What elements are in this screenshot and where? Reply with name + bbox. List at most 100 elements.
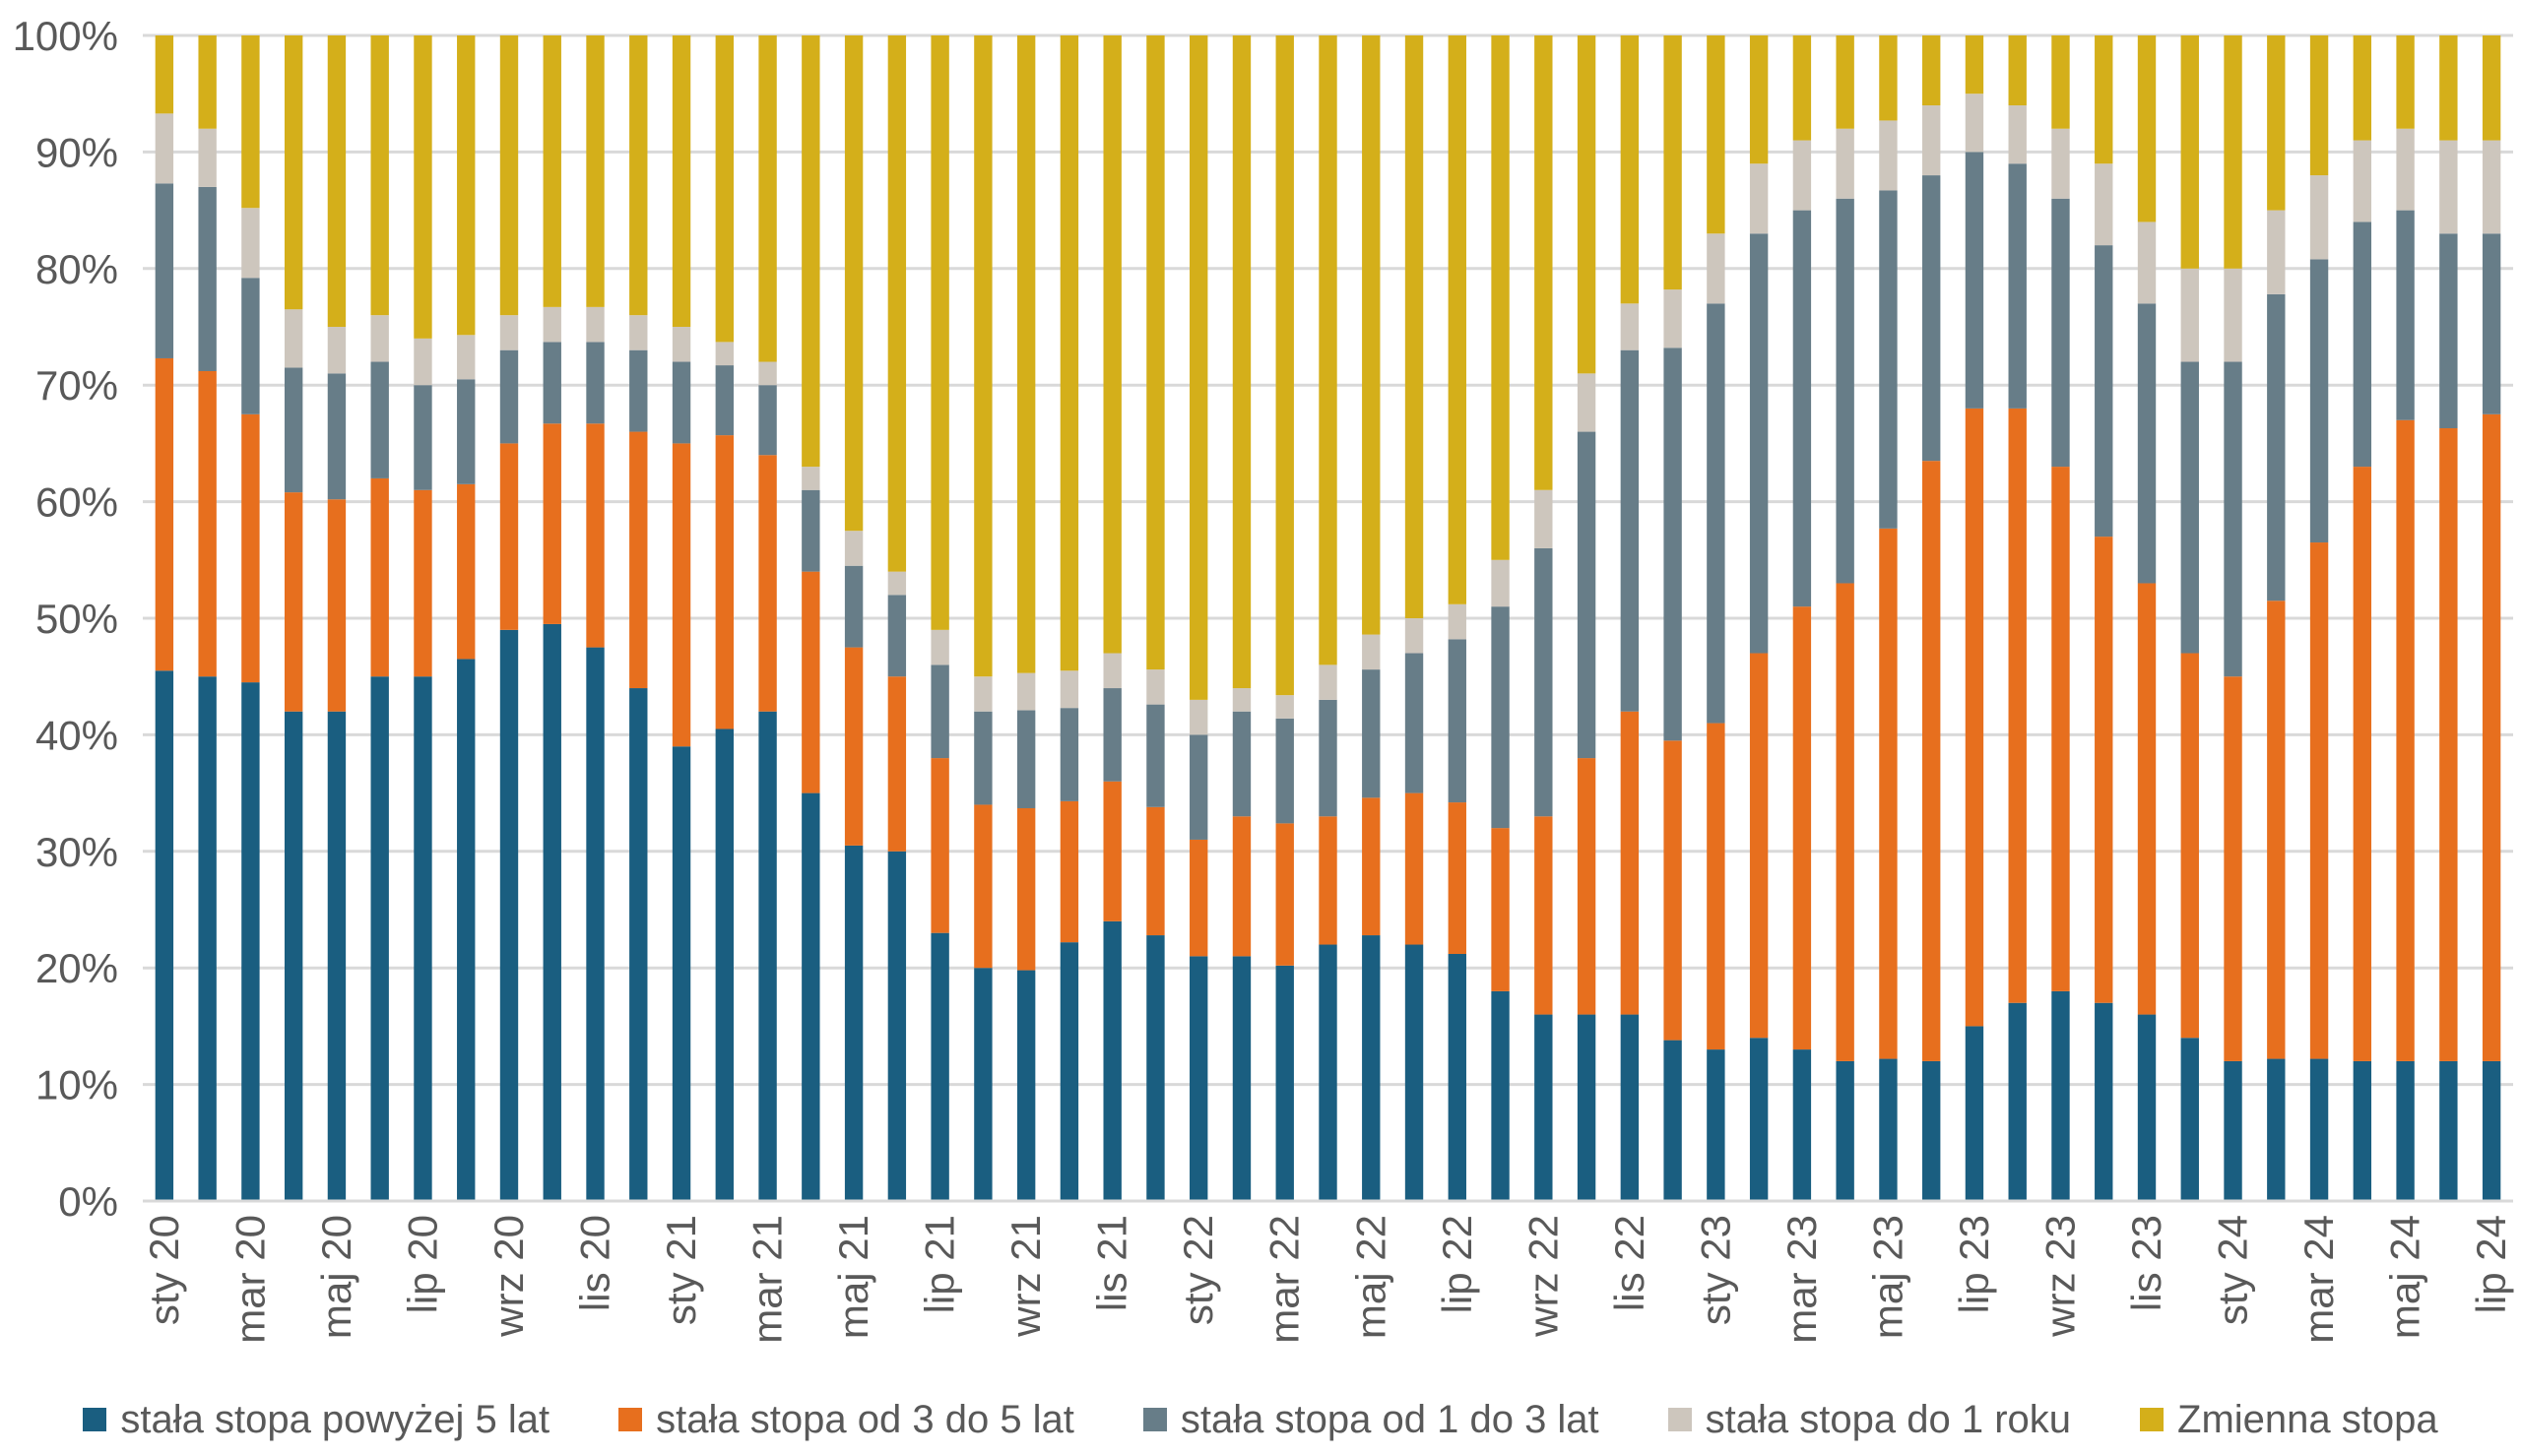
bar-segment — [1792, 140, 1812, 211]
bar-segment — [1060, 708, 1079, 801]
bar-segment — [802, 489, 820, 572]
bar-stack — [155, 35, 174, 1201]
bar-stack — [1922, 35, 1941, 1201]
bar-segment — [1534, 547, 1553, 817]
bar-segment — [1319, 665, 1337, 700]
x-tick-label: maj 22 — [1347, 1215, 1393, 1339]
bar-segment — [198, 186, 217, 371]
bar-segment — [2137, 222, 2157, 304]
bar-segment — [2482, 140, 2501, 234]
bar-segment — [327, 373, 347, 500]
y-tick-label: 70% — [35, 362, 118, 409]
bar-segment — [1146, 806, 1165, 936]
bar-segment — [155, 670, 174, 1201]
bar-segment — [2008, 35, 2027, 106]
bar-stack — [241, 35, 260, 1201]
bar-segment — [1319, 944, 1337, 1201]
bar-segment — [672, 443, 691, 747]
bar-segment — [414, 489, 432, 677]
bar-segment — [1190, 839, 1208, 957]
x-tick-label: sty 22 — [1175, 1215, 1221, 1325]
bar-stack — [457, 35, 476, 1201]
x-tick-label: maj 21 — [830, 1215, 876, 1339]
bar-segment — [1534, 35, 1553, 490]
x-tick-label: sty 23 — [1692, 1215, 1738, 1325]
bar-segment — [758, 35, 777, 362]
bar-segment — [1577, 35, 1596, 374]
bar-segment — [2180, 1038, 2199, 1201]
bar-segment — [931, 932, 949, 1201]
bar-stack — [974, 35, 993, 1201]
bar-segment — [2008, 105, 2027, 164]
bar-segment — [1534, 1014, 1553, 1201]
x-tick-label: wrz 20 — [485, 1215, 532, 1338]
bar-segment — [844, 647, 864, 846]
bar-segment — [1965, 1026, 1984, 1201]
bar-segment — [241, 413, 260, 683]
bar-segment — [2180, 268, 2199, 362]
bar-segment — [802, 571, 820, 793]
x-tick-label: sty 20 — [141, 1215, 187, 1325]
bar-segment — [543, 423, 561, 624]
bar-segment — [1792, 210, 1812, 607]
bar-segment — [414, 676, 432, 1201]
bar-segment — [414, 338, 432, 386]
bar-segment — [844, 35, 864, 532]
bar-segment — [931, 758, 949, 933]
bar-segment — [2137, 35, 2157, 222]
bar-segment — [1404, 653, 1424, 793]
bar-segment — [1362, 35, 1381, 635]
bar-segment — [758, 385, 777, 456]
bar-stack — [1491, 35, 1510, 1201]
bar-stack — [2180, 35, 2199, 1201]
bar-segment — [887, 35, 907, 572]
bar-segment — [2396, 419, 2415, 1061]
bar-segment — [1190, 35, 1208, 700]
bar-segment — [198, 370, 217, 677]
y-axis-tick-labels: 0% 10% 20% 30% 40% 50% 60% 70% 80% 90% 100% — [13, 13, 118, 1225]
bar-segment — [370, 315, 389, 362]
legend-item: Zmienna stopa — [2140, 1398, 2438, 1442]
bar-segment — [2439, 140, 2458, 234]
bar-stack — [1016, 35, 1036, 1201]
bar-stack — [370, 35, 389, 1201]
bar-segment — [887, 571, 907, 596]
bar-stack — [1146, 35, 1165, 1201]
bar-stack — [758, 35, 777, 1201]
bar-stack — [1620, 35, 1640, 1201]
bar-stack — [629, 35, 648, 1201]
bar-segment — [1836, 583, 1854, 1061]
bar-segment — [2396, 1060, 2415, 1201]
bar-segment — [543, 306, 561, 343]
bar-segment — [1060, 35, 1079, 671]
bar-segment — [284, 711, 303, 1201]
bar-segment — [1749, 233, 1769, 654]
legend-label: stała stopa powyżej 5 lat — [120, 1397, 550, 1441]
bar-stack — [672, 35, 691, 1201]
bar-segment — [1448, 953, 1466, 1201]
bar-segment — [241, 682, 260, 1201]
bar-segment — [931, 35, 949, 630]
y-tick-label: 100% — [13, 13, 118, 59]
bar-segment — [457, 483, 476, 660]
bar-segment — [2008, 163, 2027, 409]
bar-segment — [2008, 408, 2027, 1003]
bar-segment — [758, 455, 777, 712]
bar-segment — [499, 315, 519, 350]
bar-segment — [370, 676, 389, 1201]
bar-segment — [370, 361, 389, 478]
bar-segment — [155, 113, 174, 184]
bar-segment — [1534, 816, 1553, 1015]
bar-segment — [2137, 1014, 2157, 1201]
bar-stack — [2309, 35, 2329, 1201]
bar-segment — [586, 647, 605, 1201]
bar-segment — [974, 35, 993, 677]
x-tick-label: wrz 22 — [1519, 1215, 1566, 1338]
bar-segment — [2137, 303, 2157, 584]
bar-segment — [974, 676, 993, 712]
bar-segment — [198, 35, 217, 129]
legend-label: stała stopa od 1 do 3 lat — [1180, 1397, 1599, 1441]
y-tick-label: 20% — [35, 945, 118, 991]
bar-segment — [1749, 653, 1769, 1039]
bar-segment — [844, 531, 864, 566]
